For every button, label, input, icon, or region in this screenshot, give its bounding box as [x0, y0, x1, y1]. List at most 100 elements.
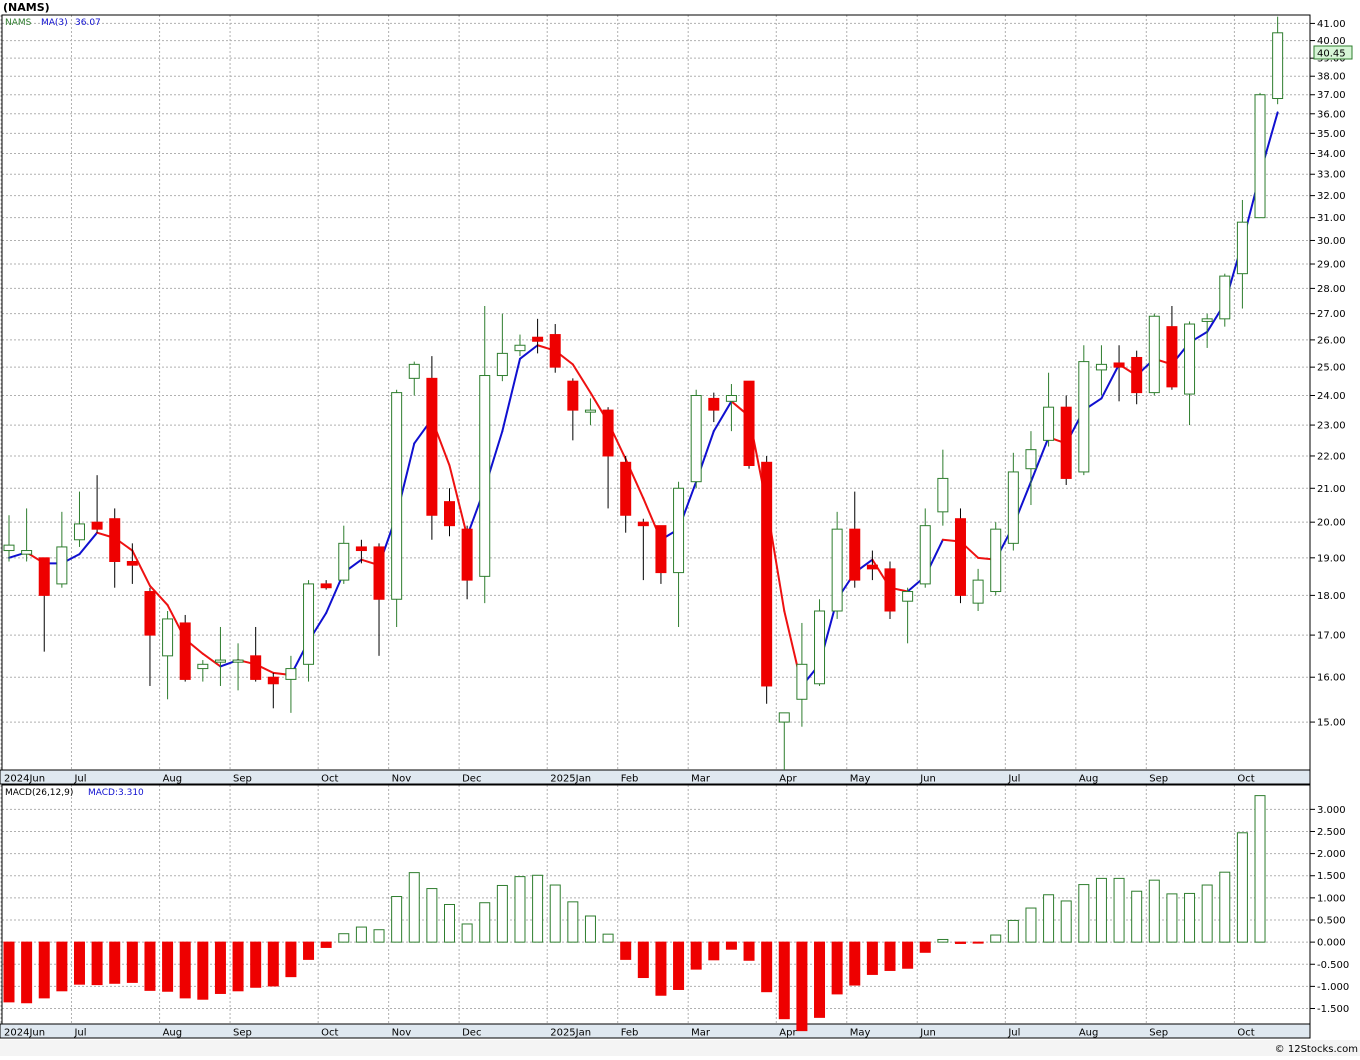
- candle-down: [532, 336, 544, 342]
- macd-bar: [954, 941, 966, 944]
- macd-bar: [902, 941, 914, 969]
- macd-bar: [444, 904, 455, 943]
- macd-bar: [338, 933, 350, 943]
- macd-tick-label: 2.000: [1317, 849, 1346, 860]
- price-date-label: 2025Jan: [550, 774, 591, 785]
- candle-up: [584, 409, 596, 413]
- candle-up: [496, 352, 508, 377]
- price-date-label: Mar: [691, 774, 711, 785]
- macd-bar: [1043, 894, 1055, 943]
- candle-down: [355, 546, 367, 552]
- candle-down: [250, 655, 262, 680]
- macd-bar: [373, 929, 385, 943]
- candle-down: [373, 546, 385, 600]
- price-date-label: Sep: [233, 774, 252, 785]
- macd-bar: [320, 941, 332, 948]
- macd-tick-label: 1.500: [1317, 871, 1346, 882]
- candle-up: [21, 550, 33, 555]
- candle-down: [866, 564, 878, 570]
- candle-up: [303, 583, 315, 665]
- macd-bar: [743, 941, 755, 961]
- candle-up: [391, 392, 403, 600]
- macd-bar: [937, 938, 949, 943]
- candle-down: [743, 380, 755, 466]
- macd-tick-label: 0.500: [1317, 915, 1346, 926]
- footer-band: [0, 1040, 1360, 1056]
- last-price-tag-bg: [1313, 45, 1353, 60]
- candle-down: [708, 397, 720, 411]
- candle-down: [655, 525, 667, 574]
- macd-bar: [109, 941, 121, 984]
- macd-bar: [708, 941, 720, 961]
- price-tick-label: 22.00: [1317, 451, 1346, 462]
- candle-up: [197, 663, 209, 670]
- price-date-label: Jun: [919, 774, 936, 785]
- candle-down: [549, 334, 561, 368]
- candle-up: [514, 344, 526, 352]
- price-date-label: Aug: [1079, 774, 1099, 785]
- price-date-label: Feb: [621, 774, 639, 785]
- candle-up: [1078, 361, 1090, 473]
- candle-down: [602, 409, 614, 457]
- macd-bar: [514, 876, 526, 943]
- candle-up: [1184, 323, 1196, 395]
- price-tick-label: 37.00: [1317, 90, 1346, 101]
- candle-down: [637, 521, 649, 527]
- macd-tick-label: 1.000: [1317, 893, 1346, 904]
- ma-line-segment: [712, 400, 733, 433]
- candle-up: [73, 523, 85, 541]
- price-date-axis: [0, 769, 1311, 785]
- price-date-label: Aug: [163, 774, 183, 785]
- price-tick-label: 32.00: [1317, 191, 1346, 202]
- candle-down: [849, 528, 861, 581]
- price-date-label: Oct: [1237, 774, 1254, 785]
- macd-bar: [602, 933, 614, 943]
- candle-up: [1236, 221, 1248, 275]
- price-tick-label: 36.00: [1317, 109, 1346, 120]
- macd-bar: [796, 941, 808, 1032]
- candle-up: [1219, 275, 1231, 320]
- ma-line-segment: [518, 344, 539, 360]
- macd-bar: [232, 941, 244, 992]
- chart-title: (NAMS): [3, 1, 50, 14]
- candle-down: [109, 518, 121, 562]
- price-tick-label: 34.00: [1317, 149, 1346, 160]
- macd-bar: [355, 926, 367, 943]
- macd-bar: [91, 941, 103, 986]
- macd-bar: [1201, 884, 1213, 943]
- macd-bar: [408, 872, 420, 943]
- macd-bar: [56, 941, 68, 992]
- macd-bar: [778, 941, 790, 1020]
- price-tick-label: 28.00: [1317, 284, 1346, 295]
- price-date-label: May: [850, 774, 871, 785]
- candle-down: [426, 377, 438, 516]
- macd-bar: [496, 884, 508, 943]
- candle-up: [1201, 318, 1213, 322]
- price-tick-label: 20.00: [1317, 518, 1346, 529]
- candle-down: [1166, 326, 1178, 388]
- macd-bar: [267, 941, 279, 987]
- price-tick-label: 30.00: [1317, 236, 1346, 247]
- candle-up: [1095, 363, 1107, 371]
- macd-bar: [1166, 893, 1178, 943]
- candle-down: [91, 521, 103, 530]
- candle-down: [461, 528, 473, 581]
- legend-symbol: NAMS: [5, 18, 32, 28]
- price-tick-label: 17.00: [1317, 631, 1346, 642]
- candle-up: [408, 363, 420, 379]
- macd-bar: [866, 941, 878, 975]
- candle-down: [179, 622, 191, 680]
- candle-down: [126, 560, 138, 566]
- macd-date-label: Sep: [1149, 1028, 1168, 1039]
- price-date-label: Nov: [392, 774, 412, 785]
- footer-credit: © 12Stocks.com: [1275, 1044, 1358, 1055]
- macd-tick-label: -1.000: [1317, 982, 1349, 993]
- macd-bar: [831, 941, 843, 995]
- candle-up: [338, 542, 350, 581]
- price-tick-label: 26.00: [1317, 335, 1346, 346]
- candle-up: [3, 544, 15, 552]
- price-tick-label: 35.00: [1317, 129, 1346, 140]
- macd-bar: [1025, 907, 1037, 943]
- macd-bar: [21, 941, 33, 1004]
